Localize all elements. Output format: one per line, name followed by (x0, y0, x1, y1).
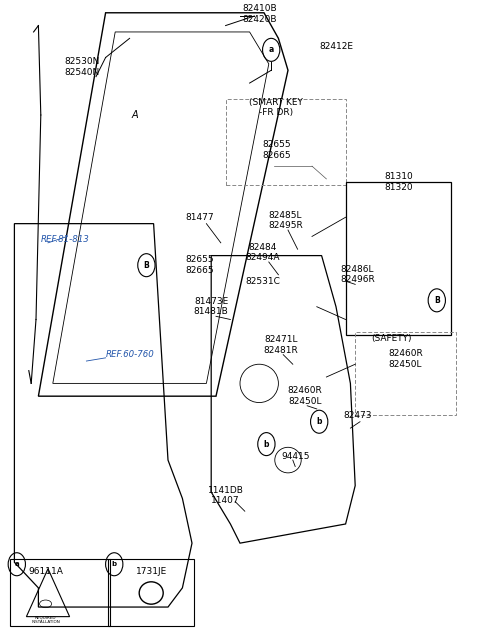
Text: 82486L
82496R: 82486L 82496R (340, 265, 375, 284)
Text: REF.60-760: REF.60-760 (106, 350, 155, 359)
Text: 81477: 81477 (185, 213, 214, 222)
Text: (SMART KEY
-FR DR): (SMART KEY -FR DR) (249, 98, 303, 117)
Text: B: B (144, 261, 149, 270)
Text: REF.81-813: REF.81-813 (41, 235, 90, 244)
Text: a: a (14, 561, 19, 567)
Bar (346, 182, 451, 335)
Text: 96111A: 96111A (28, 567, 63, 576)
Text: 82655
82665: 82655 82665 (185, 256, 214, 275)
Text: 1141DB
11407: 1141DB 11407 (208, 486, 243, 505)
Text: b: b (112, 561, 117, 567)
Text: REQUIRED
INSTALLATION: REQUIRED INSTALLATION (31, 615, 60, 624)
Text: 82460R
82450L: 82460R 82450L (388, 350, 423, 369)
Text: 82410B
82420B: 82410B 82420B (242, 4, 276, 24)
Text: B: B (434, 296, 440, 305)
Text: 82484
82494A: 82484 82494A (246, 243, 280, 262)
Text: 82531C: 82531C (246, 277, 280, 286)
Text: 1731JE: 1731JE (135, 567, 167, 576)
Bar (108, 559, 194, 626)
Text: A: A (131, 110, 138, 120)
Bar (10, 559, 110, 626)
Text: 82471L
82481R: 82471L 82481R (264, 335, 298, 355)
Text: 82485L
82495R: 82485L 82495R (268, 211, 303, 230)
Text: 82655
82665: 82655 82665 (262, 141, 291, 160)
Text: 82412E: 82412E (319, 42, 353, 50)
Text: (SAFETY): (SAFETY) (371, 334, 411, 343)
Text: b: b (264, 440, 269, 449)
Bar (226, 99, 346, 185)
Text: 82473: 82473 (343, 411, 372, 420)
Text: a: a (269, 45, 274, 54)
Bar (355, 332, 456, 415)
Text: 81310
81320: 81310 81320 (384, 173, 413, 192)
Text: 94415: 94415 (281, 452, 310, 461)
Text: 81473E
81481B: 81473E 81481B (194, 297, 228, 316)
Text: 82460R
82450L: 82460R 82450L (288, 387, 322, 406)
Text: b: b (316, 417, 322, 426)
Text: 82530N
82540N: 82530N 82540N (64, 58, 99, 77)
